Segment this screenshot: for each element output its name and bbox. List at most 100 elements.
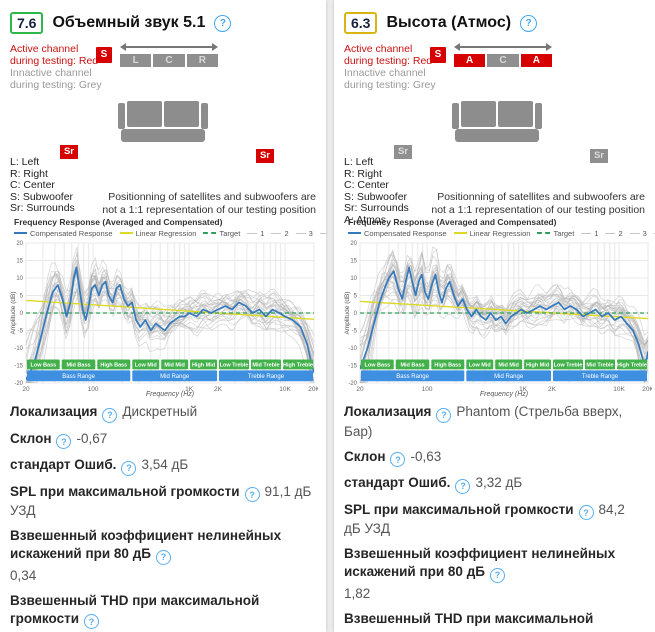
panel-header: 7.6 Объемный звук 5.1 ? xyxy=(8,0,318,39)
svg-text:Low Treble: Low Treble xyxy=(554,362,583,368)
front-speaker-box: A xyxy=(454,54,486,67)
spec-label: SPL при максимальной громкости xyxy=(10,483,240,499)
svg-text:10K: 10K xyxy=(613,386,625,393)
svg-text:0: 0 xyxy=(20,311,24,317)
help-icon[interactable]: ? xyxy=(436,407,452,423)
help-icon[interactable]: ? xyxy=(56,434,72,449)
front-speaker-box: C xyxy=(153,54,185,67)
svg-text:Mid Mid: Mid Mid xyxy=(164,362,184,368)
active-channel-legend: Active channel during testing: Red xyxy=(344,43,433,67)
surround-left-box: Sr xyxy=(394,145,412,159)
help-icon[interactable]: ? xyxy=(520,14,538,32)
channel-legend-item: A: Atmos xyxy=(344,213,387,226)
legend-item[interactable]: 2 xyxy=(271,229,289,238)
couch-icon xyxy=(118,101,208,148)
spec-row: стандарт Ошиб.? 3,32 дБ xyxy=(344,474,645,494)
help-icon[interactable]: ? xyxy=(390,452,406,467)
spec-row: Взвешенный THD при максимальной громкост… xyxy=(344,610,645,632)
score-badge: 7.6 xyxy=(10,12,44,34)
legend-swatch-icon xyxy=(653,232,655,234)
spec-value: 91,1 дБ УЗД xyxy=(10,483,312,519)
channel-legend-item: L: Left xyxy=(344,156,374,168)
front-speaker-box: A xyxy=(520,54,552,67)
channel-legend-item: C: Center xyxy=(344,179,389,191)
legend-swatch-icon xyxy=(14,232,27,234)
spec-row: Локализация? Дискретный xyxy=(10,403,316,423)
svg-text:-15: -15 xyxy=(14,364,23,370)
spec-label: стандарт Ошиб. xyxy=(344,475,451,490)
svg-text:High Treble: High Treble xyxy=(617,362,647,368)
help-icon[interactable]: ? xyxy=(455,478,471,494)
help-icon[interactable]: ? xyxy=(84,614,99,629)
svg-text:20K: 20K xyxy=(642,386,652,393)
frequency-response-chart: Frequency Response (Averaged and Compens… xyxy=(342,217,655,399)
legend-swatch-icon xyxy=(319,232,326,234)
svg-text:High Mid: High Mid xyxy=(192,362,215,368)
spec-value: -0,67 xyxy=(76,430,108,446)
spec-row: Взвешенный коэффициент нелинейных искаже… xyxy=(10,527,316,585)
channel-legend-item: L: Left xyxy=(10,156,40,168)
legend-item[interactable]: Compensated Response xyxy=(14,229,113,238)
help-icon[interactable]: ? xyxy=(155,549,171,565)
legend-item[interactable]: Linear Regression xyxy=(119,229,196,238)
legend-item[interactable]: 1 xyxy=(247,229,264,238)
svg-text:100: 100 xyxy=(422,386,433,393)
help-icon[interactable]: ? xyxy=(244,487,260,502)
help-icon[interactable]: ? xyxy=(214,14,232,32)
help-icon[interactable]: ? xyxy=(121,460,137,476)
svg-text:High Bass: High Bass xyxy=(100,362,127,368)
legend-label: Linear Regression xyxy=(469,228,531,238)
svg-text:-20: -20 xyxy=(14,381,23,387)
legend-label: Target xyxy=(553,228,575,238)
svg-text:Low Bass: Low Bass xyxy=(31,362,57,368)
help-icon[interactable]: ? xyxy=(102,407,118,423)
spec-value: -0,63 xyxy=(410,448,442,464)
legend-swatch-icon xyxy=(537,232,551,234)
chart-plot: Low Bass Mid Bass High Bass Low Mid Mid Mid H… xyxy=(10,241,318,398)
svg-text:15: 15 xyxy=(350,259,357,265)
double-arrow-icon xyxy=(120,43,218,51)
legend-swatch-icon xyxy=(247,232,258,234)
svg-text:Bass Range: Bass Range xyxy=(62,374,95,380)
speaker-diagram: Active channel during testing: Red Innac… xyxy=(8,39,318,217)
positioning-note: Positionning of satellites and subwoofer… xyxy=(102,191,316,216)
channel-legend-item: C: Center xyxy=(10,179,55,191)
svg-text:-15: -15 xyxy=(348,364,357,370)
legend-item[interactable]: 4 xyxy=(319,229,326,238)
spec-row: Взвешенный коэффициент нелинейных искаже… xyxy=(344,545,645,603)
svg-text:10K: 10K xyxy=(279,386,291,393)
legend-label: Compensated Response xyxy=(30,228,113,238)
spec-label: Склон xyxy=(10,430,52,446)
svg-text:Treble Range: Treble Range xyxy=(582,374,619,380)
legend-item[interactable]: 2 xyxy=(605,229,623,238)
chart-title: Frequency Response (Averaged and Compens… xyxy=(348,217,557,227)
spec-row: SPL при максимальной громкости? 91,1 дБ У… xyxy=(10,483,316,521)
chart-plot: Low Bass Mid Bass High Bass Low Mid Mid Mid H… xyxy=(344,241,652,398)
help-icon[interactable]: ? xyxy=(489,567,505,583)
subwoofer-box: S xyxy=(430,47,446,63)
svg-text:-5: -5 xyxy=(352,329,358,335)
svg-text:20: 20 xyxy=(356,386,364,393)
legend-item[interactable]: Target xyxy=(537,229,574,238)
svg-text:20K: 20K xyxy=(308,386,318,393)
legend-item[interactable]: 4 xyxy=(653,229,655,238)
channel-legend-item: Sr: Surrounds xyxy=(10,202,75,214)
spec-list: Локализация? Дискретный Склон? -0,67 стандар… xyxy=(8,399,318,632)
svg-text:Amplitude (dB): Amplitude (dB) xyxy=(10,292,17,335)
svg-text:Amplitude (dB): Amplitude (dB) xyxy=(344,292,351,335)
legend-item[interactable]: 1 xyxy=(581,229,598,238)
channel-legend-list: L: Left R: Right C: Center S: Subwoofer Sr: … xyxy=(10,156,75,215)
legend-item[interactable]: 3 xyxy=(295,228,313,238)
svg-text:Mid Treble: Mid Treble xyxy=(586,362,613,368)
svg-text:10: 10 xyxy=(350,276,357,282)
spec-label: стандарт Ошиб. xyxy=(10,457,117,472)
legend-label: 3 xyxy=(308,228,313,238)
legend-item[interactable]: Linear Regression xyxy=(453,228,531,238)
panel-height-atmos: 6.3 Высота (Атмос) ? Active channel duri… xyxy=(334,0,655,632)
legend-item[interactable]: Compensated Response xyxy=(348,229,447,238)
legend-item[interactable]: 3 xyxy=(629,229,647,238)
help-icon[interactable]: ? xyxy=(578,505,594,520)
legend-item[interactable]: Target xyxy=(203,229,240,238)
legend-swatch-icon xyxy=(605,232,616,234)
